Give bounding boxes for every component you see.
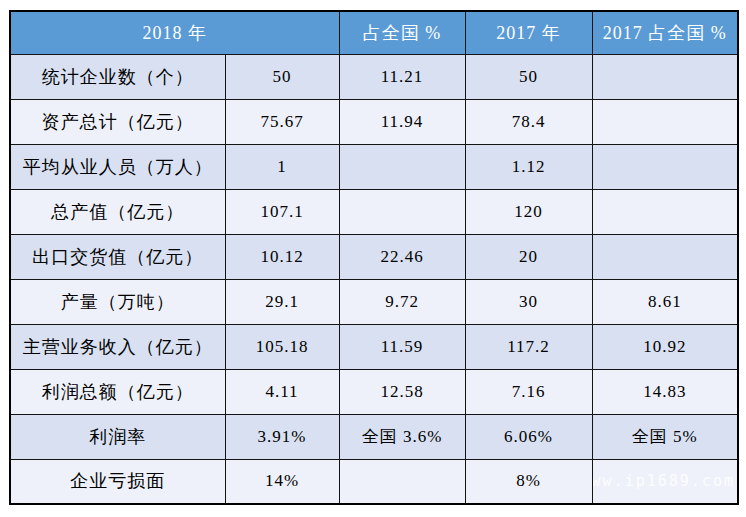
row-label: 主营业务收入（亿元） xyxy=(10,324,225,369)
value-2017: 6.06% xyxy=(465,414,592,459)
value-2018: 75.67 xyxy=(225,99,339,144)
value-share-2018: 11.21 xyxy=(339,54,465,99)
value-2017: 50 xyxy=(465,54,592,99)
value-2018: 29.1 xyxy=(225,279,339,324)
value-share-2017 xyxy=(592,189,738,234)
statistics-table: 2018 年 占全国 % 2017 年 2017 占全国 % 统计企业数（个） … xyxy=(9,10,739,505)
row-label: 资产总计（亿元） xyxy=(10,99,225,144)
table-row: 平均从业人员（万人） 1 1.12 xyxy=(10,144,738,189)
value-share-2018 xyxy=(339,189,465,234)
value-share-2017 xyxy=(592,54,738,99)
value-share-2018 xyxy=(339,459,465,504)
row-label: 企业亏损面 xyxy=(10,459,225,504)
watermark-text: www.ip1689.com xyxy=(592,472,735,490)
page: 2018 年 占全国 % 2017 年 2017 占全国 % 统计企业数（个） … xyxy=(0,0,746,515)
row-label: 统计企业数（个） xyxy=(10,54,225,99)
row-label: 产量（万吨） xyxy=(10,279,225,324)
value-share-2017: www.ip1689.com xyxy=(592,459,738,504)
value-share-2017: 全国 5% xyxy=(592,414,738,459)
table-row: 企业亏损面 14% 8% www.ip1689.com xyxy=(10,459,738,504)
value-share-2017 xyxy=(592,234,738,279)
value-2018: 105.18 xyxy=(225,324,339,369)
value-2018: 14% xyxy=(225,459,339,504)
value-2017: 30 xyxy=(465,279,592,324)
row-label: 平均从业人员（万人） xyxy=(10,144,225,189)
table-row: 资产总计（亿元） 75.67 11.94 78.4 xyxy=(10,99,738,144)
value-share-2018: 11.59 xyxy=(339,324,465,369)
header-share-2017: 2017 占全国 % xyxy=(592,11,738,54)
value-share-2018: 12.58 xyxy=(339,369,465,414)
value-share-2017 xyxy=(592,144,738,189)
value-2017: 8% xyxy=(465,459,592,504)
value-2017: 120 xyxy=(465,189,592,234)
value-2017: 20 xyxy=(465,234,592,279)
value-share-2017: 14.83 xyxy=(592,369,738,414)
table-body: 统计企业数（个） 50 11.21 50 资产总计（亿元） 75.67 11.9… xyxy=(10,54,738,504)
table-row: 主营业务收入（亿元） 105.18 11.59 117.2 10.92 xyxy=(10,324,738,369)
header-share-2018: 占全国 % xyxy=(339,11,465,54)
row-label: 总产值（亿元） xyxy=(10,189,225,234)
table-row: 总产值（亿元） 107.1 120 xyxy=(10,189,738,234)
row-label: 出口交货值（亿元） xyxy=(10,234,225,279)
value-share-2018: 9.72 xyxy=(339,279,465,324)
value-2017: 7.16 xyxy=(465,369,592,414)
value-share-2017: 10.92 xyxy=(592,324,738,369)
value-2018: 10.12 xyxy=(225,234,339,279)
value-2017: 1.12 xyxy=(465,144,592,189)
row-label: 利润总额（亿元） xyxy=(10,369,225,414)
value-2017: 78.4 xyxy=(465,99,592,144)
value-2018: 4.11 xyxy=(225,369,339,414)
value-2018: 50 xyxy=(225,54,339,99)
table-row: 统计企业数（个） 50 11.21 50 xyxy=(10,54,738,99)
value-2018: 107.1 xyxy=(225,189,339,234)
value-share-2018: 22.46 xyxy=(339,234,465,279)
value-2017: 117.2 xyxy=(465,324,592,369)
table-row: 利润率 3.91% 全国 3.6% 6.06% 全国 5% xyxy=(10,414,738,459)
value-2018: 3.91% xyxy=(225,414,339,459)
header-2018-year: 2018 年 xyxy=(10,11,339,54)
table-row: 出口交货值（亿元） 10.12 22.46 20 xyxy=(10,234,738,279)
header-2017-year: 2017 年 xyxy=(465,11,592,54)
table-row: 产量（万吨） 29.1 9.72 30 8.61 xyxy=(10,279,738,324)
value-share-2018: 全国 3.6% xyxy=(339,414,465,459)
header-row: 2018 年 占全国 % 2017 年 2017 占全国 % xyxy=(10,11,738,54)
value-2018: 1 xyxy=(225,144,339,189)
value-share-2018 xyxy=(339,144,465,189)
table-row: 利润总额（亿元） 4.11 12.58 7.16 14.83 xyxy=(10,369,738,414)
row-label: 利润率 xyxy=(10,414,225,459)
value-share-2018: 11.94 xyxy=(339,99,465,144)
value-share-2017: 8.61 xyxy=(592,279,738,324)
value-share-2017 xyxy=(592,99,738,144)
